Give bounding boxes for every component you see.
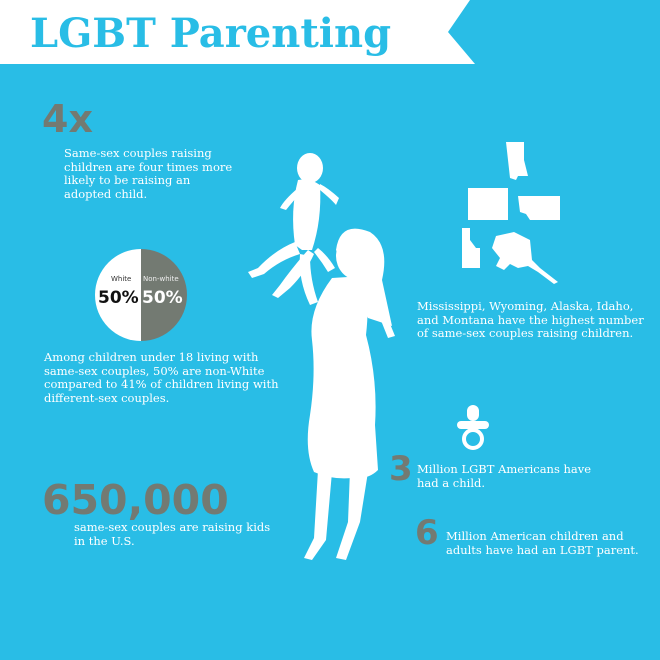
pie-text: Among children under 18 living with same… <box>44 350 279 405</box>
race-pie-chart <box>95 249 187 341</box>
page-title: LGBT Parenting <box>30 10 392 57</box>
wyoming-shape <box>468 188 508 220</box>
stat-650000-number: 650,000 <box>42 476 229 524</box>
stat-4x-text: Same-sex couples raising children are fo… <box>64 146 233 201</box>
pie-value-nonwhite: 50% <box>142 288 183 308</box>
pie-value-white: 50% <box>98 288 139 308</box>
parent-child-silhouette <box>248 153 395 560</box>
states-map-icon <box>462 142 560 284</box>
pie-slice-white <box>95 249 141 341</box>
idaho-shape <box>462 228 480 268</box>
alaska-shape <box>492 232 558 284</box>
pie-label-nonwhite: Non-white <box>143 275 179 283</box>
states-text: Mississippi, Wyoming, Alaska, Idaho, and… <box>417 299 644 340</box>
pie-label-white: White <box>111 275 132 283</box>
title-banner <box>0 0 475 64</box>
pacifier-icon <box>457 405 489 450</box>
stat-4x-number: 4x <box>42 97 93 141</box>
stat-3-number: 3 <box>389 449 413 489</box>
stat-3-text: Million LGBT Americans have had a child. <box>417 462 592 490</box>
stat-6-number: 6 <box>415 513 439 553</box>
stat-650000-text: same-sex couples are raising kids in the… <box>74 520 271 548</box>
pie-slice-nonwhite <box>141 249 187 341</box>
mississippi-shape <box>506 142 528 180</box>
montana-shape <box>518 196 560 220</box>
stat-6-text: Million American children and adults hav… <box>446 529 639 557</box>
